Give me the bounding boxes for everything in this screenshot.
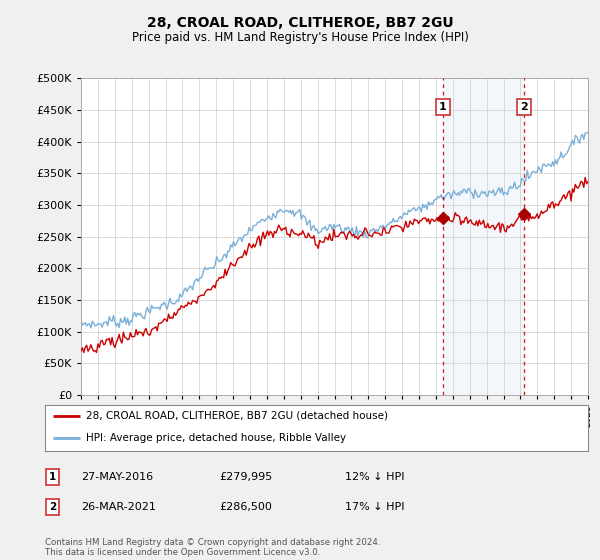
Text: 17% ↓ HPI: 17% ↓ HPI [345, 502, 404, 512]
Text: 2: 2 [49, 502, 56, 512]
Text: 1: 1 [49, 472, 56, 482]
Text: £279,995: £279,995 [219, 472, 272, 482]
Text: 27-MAY-2016: 27-MAY-2016 [81, 472, 153, 482]
Text: 26-MAR-2021: 26-MAR-2021 [81, 502, 156, 512]
Text: HPI: Average price, detached house, Ribble Valley: HPI: Average price, detached house, Ribb… [86, 433, 346, 443]
Text: 1: 1 [439, 102, 447, 112]
Text: Price paid vs. HM Land Registry's House Price Index (HPI): Price paid vs. HM Land Registry's House … [131, 31, 469, 44]
Text: 28, CROAL ROAD, CLITHEROE, BB7 2GU (detached house): 28, CROAL ROAD, CLITHEROE, BB7 2GU (deta… [86, 411, 388, 421]
Bar [443, 78, 524, 395]
Text: 2: 2 [520, 102, 528, 112]
Text: £286,500: £286,500 [219, 502, 272, 512]
Text: 28, CROAL ROAD, CLITHEROE, BB7 2GU: 28, CROAL ROAD, CLITHEROE, BB7 2GU [146, 16, 454, 30]
Text: Contains HM Land Registry data © Crown copyright and database right 2024.
This d: Contains HM Land Registry data © Crown c… [45, 538, 380, 557]
Text: 12% ↓ HPI: 12% ↓ HPI [345, 472, 404, 482]
